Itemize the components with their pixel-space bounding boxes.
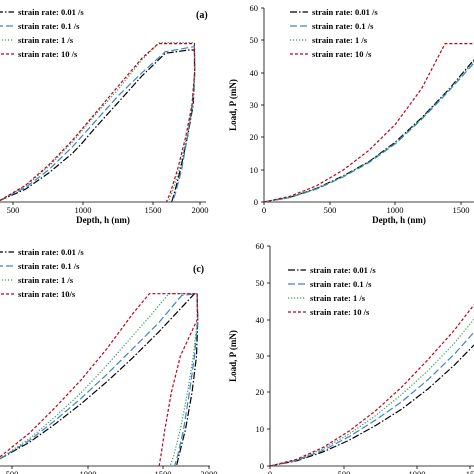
y-axis-label: Load, P (mN) <box>228 330 238 382</box>
x-tick-label: 1000 <box>387 205 404 215</box>
x-tick-label: 1500 <box>453 205 470 215</box>
legend-entry: strain rate: 1 /s <box>312 35 368 45</box>
x-tick-label: 500 <box>338 469 351 474</box>
y-tick-label: 50 <box>256 278 265 288</box>
x-tick-label: 1500 <box>145 205 162 215</box>
legend-entry: strain rate: 0.01 /s <box>310 265 376 275</box>
x-tick-label: 1000 <box>409 469 426 474</box>
legend-entry: strain rate: 10 /s <box>18 49 78 59</box>
panel-label-c: (c) <box>193 264 204 275</box>
x-axis-label: Depth, h (nm) <box>76 215 130 225</box>
legend-entry: strain rate: 1 /s <box>18 35 74 45</box>
y-tick-label: 30 <box>250 100 259 110</box>
legend-entry: strain rate: 0.01 /s <box>312 7 378 17</box>
series-group <box>0 293 199 466</box>
legend-entry: strain rate: 0.1 /s <box>18 261 80 271</box>
legend-entry: strain rate: 0.1 /s <box>310 279 372 289</box>
series-line-1 <box>0 293 199 466</box>
x-tick-label: 500 <box>7 205 20 215</box>
series-line-3 <box>270 318 474 466</box>
series-line-4 <box>264 43 474 202</box>
legend-entry: strain rate: 10 /s <box>310 307 370 317</box>
legend-entry: strain rate: 1 /s <box>310 293 366 303</box>
series-line-1 <box>0 49 196 202</box>
series-line-4 <box>270 304 474 466</box>
legend-entry: strain rate: 10/s <box>18 289 76 299</box>
y-tick-label: 20 <box>250 132 259 142</box>
x-tick-label: 500 <box>6 469 19 474</box>
series-group <box>264 43 474 202</box>
y-tick-label: 50 <box>250 35 259 45</box>
y-tick-label: 0 <box>260 461 264 471</box>
chart-panel-d: 05001000150102030405060Depth, h (nm)Load… <box>228 241 474 474</box>
legend-entry: strain rate: 0.01 /s <box>18 7 84 17</box>
chart-panel-a: 500 1000 1500 2000 Depth, h (nm) strain rate:… <box>0 7 209 225</box>
series-group <box>0 42 196 202</box>
x-tick-label: 2000 <box>201 469 218 474</box>
y-tick-label: 60 <box>256 241 265 251</box>
y-tick-label: 60 <box>250 3 259 13</box>
panel-label-a: (a) <box>196 10 208 21</box>
x-tick-label: 15 <box>466 469 474 474</box>
series-line-4 <box>0 293 199 466</box>
x-tick-label: 0 <box>262 205 266 215</box>
legend-entry: strain rate: 10 /s <box>312 49 372 59</box>
series-line-1 <box>264 59 474 202</box>
series-line-2 <box>264 62 474 202</box>
series-group <box>270 304 474 466</box>
series-line-1 <box>270 344 474 466</box>
x-tick-label: 2000 <box>192 205 209 215</box>
y-axis-label: Load, P (mN) <box>228 79 238 131</box>
legend-entry: strain rate: 0.1 /s <box>18 21 80 31</box>
y-tick-label: 20 <box>256 387 265 397</box>
legend-entry: strain rate: 0.1 /s <box>312 21 374 31</box>
x-tick-label: 500 <box>324 205 337 215</box>
y-tick-label: 40 <box>250 68 259 78</box>
y-tick-label: 0 <box>254 197 258 207</box>
legend-entry: strain rate: 1 /s <box>18 275 74 285</box>
series-line-2 <box>0 46 196 202</box>
series-line-4 <box>0 43 196 202</box>
series-line-3 <box>264 60 474 202</box>
legend-entry: strain rate: 0.01 /s <box>18 247 84 257</box>
x-axis-label: Depth, h (nm) <box>372 215 426 225</box>
y-tick-label: 10 <box>250 165 259 175</box>
series-line-3 <box>0 42 196 202</box>
y-tick-label: 10 <box>256 424 265 434</box>
series-line-2 <box>0 293 199 466</box>
chart-panel-b: 0 500 1000 1500 0 10 20 30 40 50 60 Depth, h (nm) Lo… <box>228 3 474 225</box>
series-line-2 <box>270 331 474 466</box>
y-tick-label: 30 <box>256 351 265 361</box>
y-tick-label: 40 <box>256 315 265 325</box>
x-tick-label: 1000 <box>75 205 92 215</box>
x-tick-label: 1000 <box>80 469 97 474</box>
x-tick-label: 0 <box>268 469 272 474</box>
x-tick-label: 1500 <box>155 469 172 474</box>
